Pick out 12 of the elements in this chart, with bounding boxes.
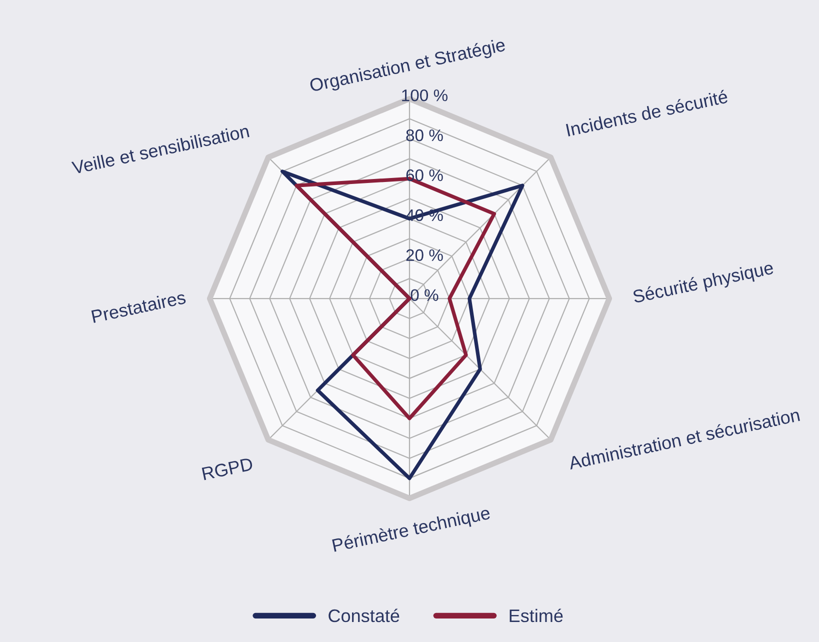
- legend-label: Constaté: [328, 608, 400, 622]
- spoke-label: Incidents de sécurité: [566, 89, 728, 136]
- legend-label: Estimé: [510, 608, 563, 622]
- spoke-label: RGPD: [202, 457, 254, 480]
- spoke-label: Sécurité physique: [632, 260, 775, 307]
- y-tick-label: 80 %: [406, 129, 443, 142]
- y-tick-label: 100 %: [402, 89, 448, 102]
- spoke-label: Périmètre technique: [332, 506, 492, 556]
- spoke-label: Prestataires: [91, 290, 186, 323]
- y-tick-label: 0 %: [410, 289, 438, 302]
- y-tick-label: 60 %: [406, 169, 443, 182]
- y-tick-label: 20 %: [406, 249, 443, 262]
